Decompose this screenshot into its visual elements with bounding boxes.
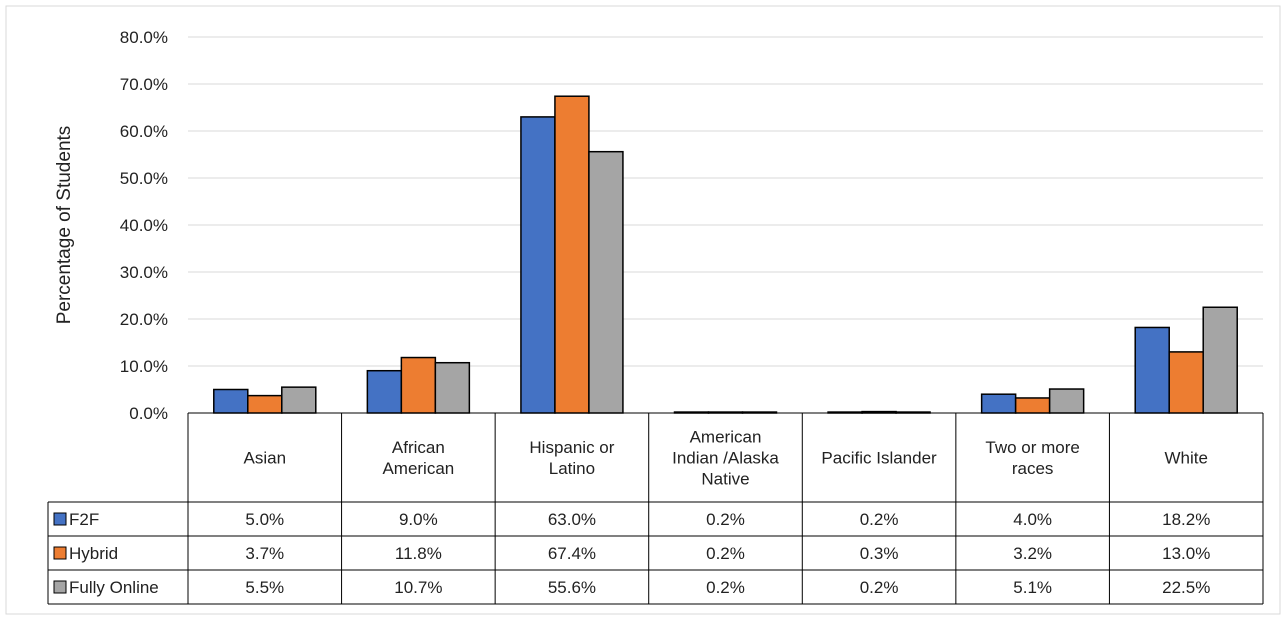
category-label: Pacific Islander bbox=[821, 449, 937, 468]
table-cell-value: 55.6% bbox=[548, 578, 596, 597]
table-cell-value: 9.0% bbox=[399, 510, 438, 529]
bar-fully-online bbox=[1202, 306, 1238, 414]
table-cell-value: 0.2% bbox=[706, 544, 745, 563]
bar-hybrid bbox=[1168, 351, 1204, 414]
bar-f2f bbox=[366, 369, 403, 414]
table-cell-value: 5.0% bbox=[245, 510, 284, 529]
bar-f2f bbox=[213, 388, 249, 414]
legend-entry: Fully Online bbox=[69, 578, 159, 597]
bar-fully-online bbox=[281, 386, 317, 414]
table-cell-value: 11.8% bbox=[395, 544, 442, 563]
y-axis-ticks: 0.0% 10.0% 20.0% 30.0% 40.0% 50.0% 60.0% 70.0% 8… bbox=[120, 28, 168, 423]
legend-entry: Hybrid bbox=[69, 544, 118, 563]
y-axis-label: Percentage of Students bbox=[54, 126, 75, 325]
table-cell-value: 0.2% bbox=[860, 578, 899, 597]
y-tick-label: 40.0% bbox=[120, 216, 168, 235]
table-cell-value: 5.1% bbox=[1013, 578, 1052, 597]
y-tick-label: 30.0% bbox=[120, 263, 168, 282]
bar-f2f bbox=[520, 116, 556, 414]
category-label: Hispanic or Latino bbox=[529, 438, 614, 478]
y-tick-label: 20.0% bbox=[120, 310, 168, 329]
bars bbox=[213, 95, 1238, 414]
table-cell-value: 67.4% bbox=[548, 544, 596, 563]
bar-hybrid bbox=[247, 394, 283, 414]
table-cell-value: 0.3% bbox=[860, 544, 899, 563]
bar-fully-online bbox=[434, 361, 471, 414]
bar-f2f bbox=[980, 393, 1017, 414]
legend-entry: F2F bbox=[69, 510, 99, 529]
bar-fully-online bbox=[588, 150, 624, 414]
table-cell-value: 5.5% bbox=[245, 578, 284, 597]
y-tick-label: 80.0% bbox=[120, 28, 168, 47]
category-label: Asian bbox=[244, 449, 287, 468]
table-cell-value: 3.2% bbox=[1013, 544, 1052, 563]
y-tick-label: 70.0% bbox=[120, 75, 168, 94]
table-cell-value: 0.2% bbox=[706, 578, 745, 597]
table-cell-value: 0.2% bbox=[860, 510, 899, 529]
bar-hybrid bbox=[400, 356, 437, 414]
legend-swatch bbox=[53, 512, 67, 526]
table-cell-value: 22.5% bbox=[1162, 578, 1210, 597]
category-label: White bbox=[1164, 449, 1207, 468]
category-label: African American bbox=[382, 438, 454, 478]
table-cell-value: 18.2% bbox=[1162, 510, 1210, 529]
table-cell-value: 0.2% bbox=[706, 510, 745, 529]
table-cell-value: 4.0% bbox=[1013, 510, 1052, 529]
category-label: American Indian /Alaska Native bbox=[672, 428, 779, 489]
y-tick-label: 60.0% bbox=[120, 122, 168, 141]
legend-swatch bbox=[53, 546, 67, 560]
gridlines bbox=[188, 36, 1263, 367]
category-label: Two or more races bbox=[985, 438, 1079, 478]
y-tick-label: 10.0% bbox=[120, 357, 168, 376]
y-tick-label: 50.0% bbox=[120, 169, 168, 188]
bar-fully-online bbox=[1048, 388, 1085, 414]
y-tick-label: 0.0% bbox=[129, 404, 168, 423]
data-table: Asian African American Hispanic or Latino Ame… bbox=[47, 412, 1264, 605]
chart-frame bbox=[5, 5, 1281, 615]
bar-f2f bbox=[1134, 326, 1170, 414]
bar-hybrid bbox=[554, 95, 590, 414]
table-cell-value: 13.0% bbox=[1162, 544, 1210, 563]
bar-hybrid bbox=[1014, 397, 1051, 414]
legend-swatch bbox=[53, 580, 67, 594]
table-cell-value: 3.7% bbox=[245, 544, 284, 563]
table-cell-value: 10.7% bbox=[394, 578, 442, 597]
table-cell-value: 63.0% bbox=[548, 510, 596, 529]
